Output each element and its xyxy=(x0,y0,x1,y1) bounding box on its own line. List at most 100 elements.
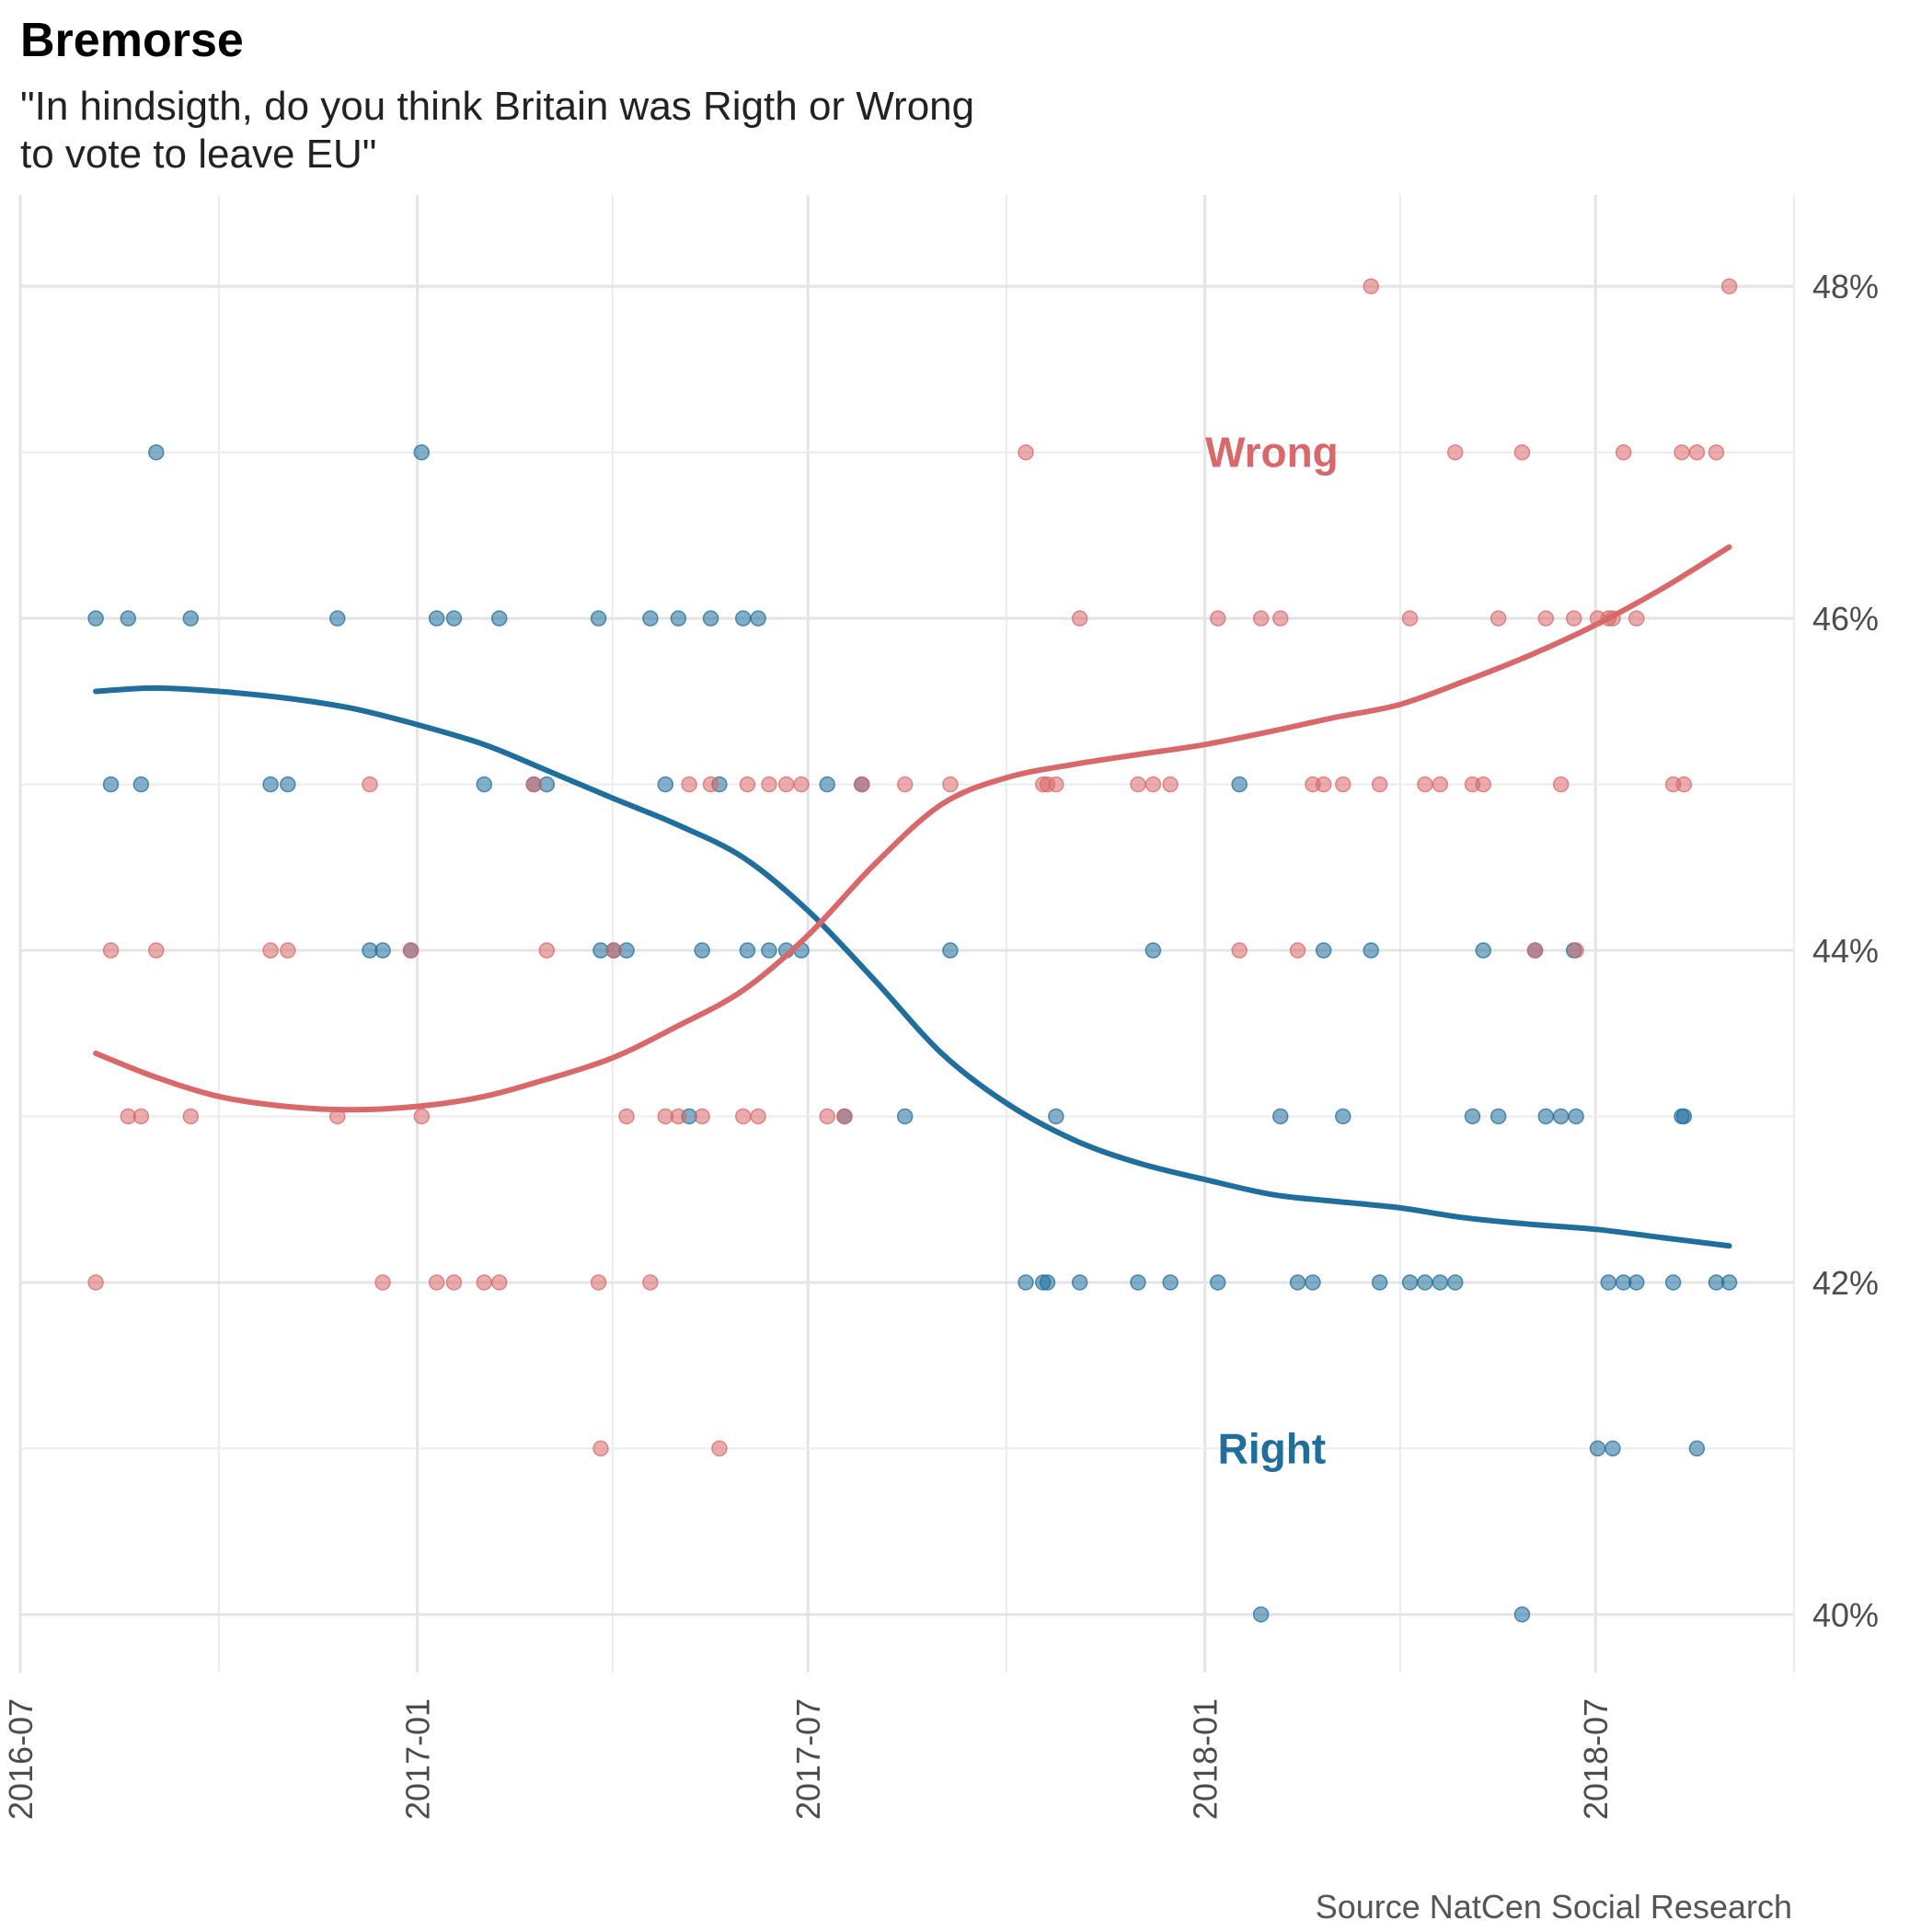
data-point xyxy=(374,1274,391,1291)
data-point xyxy=(1489,1108,1507,1125)
data-point xyxy=(1589,1440,1606,1457)
data-point xyxy=(1675,1108,1693,1125)
data-point xyxy=(280,942,296,959)
data-point xyxy=(819,776,835,793)
data-point xyxy=(670,610,687,627)
data-point xyxy=(1447,1274,1464,1291)
data-point xyxy=(428,610,445,627)
data-point xyxy=(1513,443,1531,461)
data-point xyxy=(262,942,279,959)
data-point xyxy=(605,942,622,959)
data-point xyxy=(1600,1274,1617,1291)
data-point xyxy=(1628,610,1645,627)
data-point xyxy=(1289,942,1306,959)
data-point xyxy=(1475,776,1491,793)
grid xyxy=(18,195,1795,1673)
data-point xyxy=(896,776,914,793)
series-label-wrong: Wrong xyxy=(1205,429,1339,477)
data-point xyxy=(525,776,542,793)
data-point xyxy=(694,942,710,959)
data-point xyxy=(87,1274,104,1291)
data-point xyxy=(1363,942,1380,959)
data-point xyxy=(1447,443,1464,461)
data-point xyxy=(1289,1274,1306,1291)
data-point xyxy=(1144,942,1162,959)
data-point xyxy=(836,1108,853,1125)
data-point xyxy=(1628,1274,1645,1291)
data-point xyxy=(1417,1274,1433,1291)
data-point xyxy=(538,942,556,959)
data-point xyxy=(670,1108,687,1125)
data-point xyxy=(476,776,493,793)
x-tick-label: 2017-01 xyxy=(399,1698,437,1820)
data-point xyxy=(694,1108,710,1125)
data-point xyxy=(1130,776,1146,793)
data-point xyxy=(734,1108,752,1125)
data-point xyxy=(1720,1274,1738,1291)
data-point xyxy=(642,1274,659,1291)
data-point xyxy=(702,610,719,627)
data-point xyxy=(942,942,959,959)
data-point xyxy=(1568,942,1584,959)
data-point xyxy=(413,1108,431,1125)
chart-subtitle-line-2: to vote to leave EU" xyxy=(20,132,377,177)
y-tick-label: 48% xyxy=(1812,268,1879,305)
data-point xyxy=(120,610,137,627)
data-point xyxy=(1162,1274,1179,1291)
data-point xyxy=(1464,1108,1481,1125)
data-point xyxy=(1048,1108,1064,1125)
chart-caption: Source NatCen Social Research xyxy=(1315,1888,1792,1926)
x-tick-label: 2018-07 xyxy=(1577,1698,1615,1820)
data-point xyxy=(657,776,674,793)
y-tick-label: 46% xyxy=(1812,600,1879,638)
data-point xyxy=(1537,1108,1555,1125)
data-point xyxy=(1688,443,1706,461)
data-point xyxy=(853,776,870,793)
data-point xyxy=(1162,776,1179,793)
data-point xyxy=(590,610,607,627)
data-point xyxy=(1708,443,1725,461)
data-point xyxy=(1252,610,1270,627)
data-point xyxy=(642,610,659,627)
series-right-trend-line xyxy=(93,684,1732,1249)
data-point xyxy=(1432,1274,1449,1291)
data-point xyxy=(942,776,959,793)
data-point xyxy=(1475,942,1491,959)
data-point xyxy=(362,776,378,793)
data-point xyxy=(490,1274,508,1291)
data-point xyxy=(476,1274,493,1291)
y-tick-label: 44% xyxy=(1812,932,1879,970)
data-point xyxy=(1071,610,1088,627)
series-label-right: Right xyxy=(1218,1424,1327,1472)
data-point xyxy=(329,610,346,627)
data-point xyxy=(182,610,200,627)
data-point xyxy=(445,1274,463,1291)
data-point xyxy=(182,1108,200,1125)
data-point xyxy=(750,610,766,627)
data-point xyxy=(761,776,777,793)
data-point xyxy=(1401,1274,1419,1291)
data-point xyxy=(1130,1274,1146,1291)
data-point xyxy=(1272,1108,1289,1125)
data-point xyxy=(1048,776,1064,793)
data-point xyxy=(148,942,165,959)
data-point xyxy=(592,1440,609,1457)
data-point xyxy=(1537,610,1555,627)
data-point xyxy=(1675,776,1693,793)
data-point xyxy=(1335,1108,1351,1125)
data-point xyxy=(102,942,120,959)
data-point xyxy=(1513,1606,1531,1623)
data-point xyxy=(1071,1274,1088,1291)
data-point xyxy=(148,443,165,461)
data-point xyxy=(280,776,296,793)
chart-subtitle-line-1: "In hindsigth, do you think Britain was … xyxy=(20,84,975,129)
x-tick-label: 2016-07 xyxy=(2,1698,40,1820)
data-point xyxy=(739,776,756,793)
data-point xyxy=(1604,1440,1621,1457)
data-point xyxy=(711,1440,728,1457)
y-tick-label: 40% xyxy=(1812,1596,1879,1634)
data-point xyxy=(1231,942,1248,959)
data-point xyxy=(1552,1108,1570,1125)
data-point xyxy=(1568,1108,1584,1125)
